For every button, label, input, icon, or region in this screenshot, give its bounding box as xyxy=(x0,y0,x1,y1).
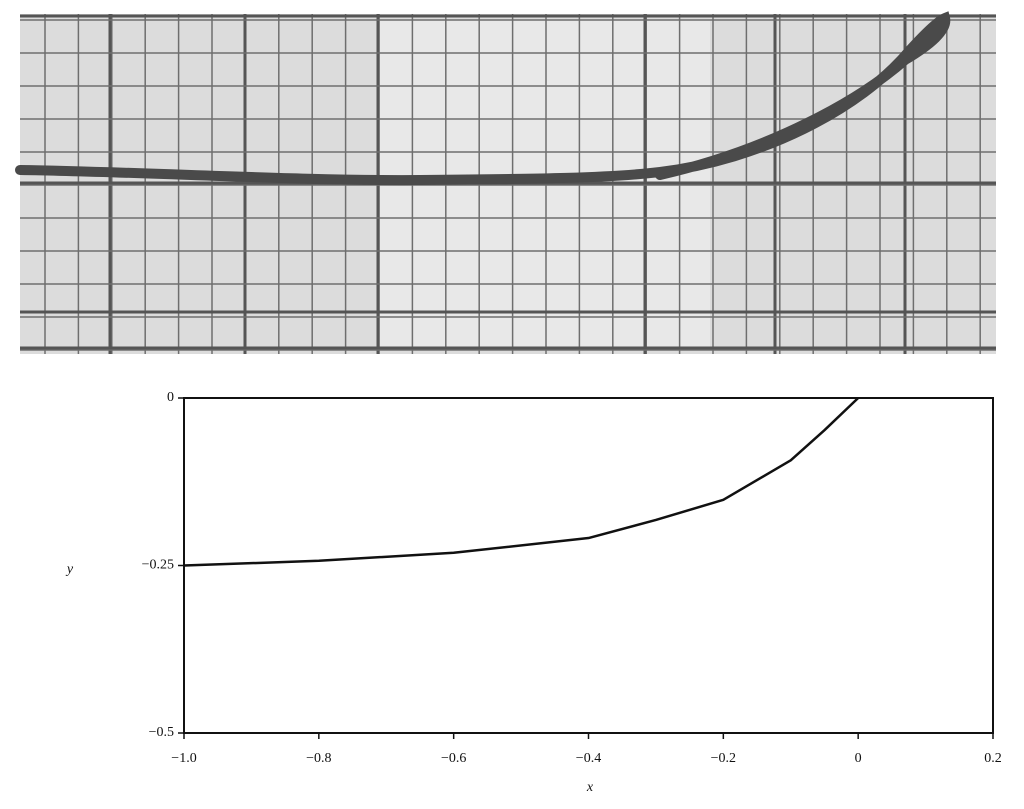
x-tick-label: 0 xyxy=(855,751,862,766)
plot-frame xyxy=(183,397,994,734)
curve xyxy=(183,397,860,567)
y-tick-label: −0.5 xyxy=(149,725,174,740)
x-tick-label: 0.2 xyxy=(984,751,1002,766)
photo-grid xyxy=(20,14,996,354)
x-axis-label: x xyxy=(586,780,594,795)
x-tick-label: −0.8 xyxy=(306,751,331,766)
y-tick-label: 0 xyxy=(167,390,174,405)
y-tick-label: −0.25 xyxy=(142,558,174,573)
x-tick-label: −1.0 xyxy=(171,751,196,766)
photograph xyxy=(15,11,996,354)
x-tick-label: −0.2 xyxy=(711,751,736,766)
x-tick-label: −0.6 xyxy=(441,751,466,766)
x-tick-label: −0.4 xyxy=(576,751,601,766)
photo-curve xyxy=(15,11,951,186)
y-axis-label: y xyxy=(65,562,74,577)
